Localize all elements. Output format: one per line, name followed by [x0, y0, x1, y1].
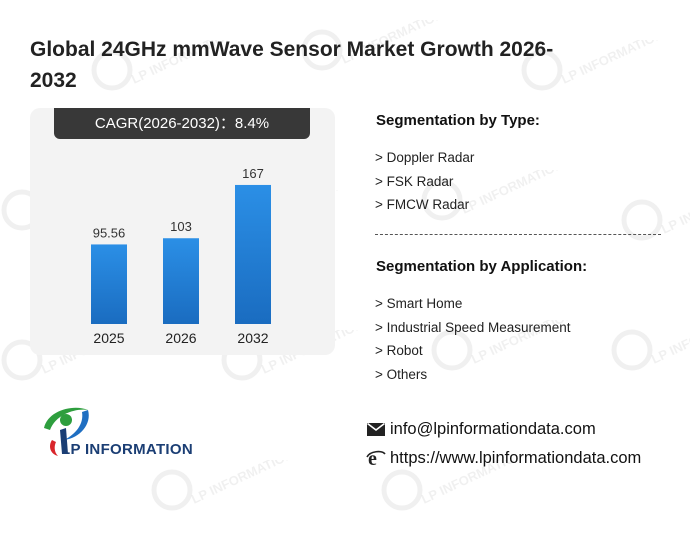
list-item: > FSK Radar — [375, 173, 454, 189]
list-item: > Others — [375, 366, 428, 382]
x-tick-label: 2032 — [237, 330, 268, 346]
bar-2026 — [163, 238, 199, 324]
page-title: Global 24GHz mmWave Sensor Market Growth… — [30, 38, 554, 92]
envelope-icon — [367, 422, 385, 436]
list-item: > Doppler Radar — [375, 150, 475, 165]
watermark-stamp: LP INFORMATION — [610, 306, 690, 395]
browser-e-icon: e — [366, 448, 386, 468]
bar-2032 — [235, 184, 271, 324]
bar-value-label: 167 — [242, 166, 264, 181]
svg-text:LP INFORMATION: LP INFORMATION — [459, 170, 566, 217]
watermark-stamp: LP INFORMATION — [380, 446, 530, 535]
list-item: > Robot — [375, 343, 423, 358]
contact-email[interactable]: info@lpinformationdata.com — [366, 419, 596, 439]
bar-2025 — [91, 244, 127, 324]
section-divider — [375, 234, 661, 235]
list-item: > FMCW Radar — [375, 197, 470, 212]
svg-text:LP INFORMATION: LP INFORMATION — [189, 460, 296, 507]
x-tick-label: 2025 — [93, 330, 124, 346]
lp-information-logo-icon — [44, 407, 89, 456]
bar-value-label: 103 — [170, 219, 192, 234]
bar-chart: 95.56 2025 103 2026 167 2032 — [91, 166, 271, 346]
email-link[interactable]: info@lpinformationdata.com — [390, 419, 596, 438]
segmentation-application-heading: Segmentation by Application: — [376, 258, 588, 275]
svg-text:LP INFORMATION: LP INFORMATION — [649, 320, 690, 367]
list-item: > Smart Home — [375, 296, 463, 311]
bar-value-label: 95.56 — [93, 225, 126, 240]
watermark-stamp: LP INFORMATION — [150, 446, 300, 535]
logo-text: LP INFORMATION — [61, 441, 193, 458]
svg-text:LP INFORMATION: LP INFORMATION — [659, 190, 690, 237]
segmentation-type-list: > Doppler Radar > FSK Radar > FMCW Radar — [375, 146, 474, 217]
list-item: > Industrial Speed Measurement — [375, 319, 571, 335]
segmentation-application-list: > Smart Home > Industrial Speed Measurem… — [375, 292, 571, 386]
segmentation-type-heading: Segmentation by Type: — [376, 112, 540, 129]
x-tick-label: 2026 — [165, 330, 196, 346]
contact-website[interactable]: e https://www.lpinformationdata.com — [366, 448, 641, 468]
website-link[interactable]: https://www.lpinformationdata.com — [390, 448, 642, 467]
cagr-badge: CAGR(2026-2032)：8.4% — [54, 108, 310, 139]
svg-text:e: e — [368, 448, 377, 468]
watermark-stamp: LP INFORMATION — [620, 176, 690, 265]
